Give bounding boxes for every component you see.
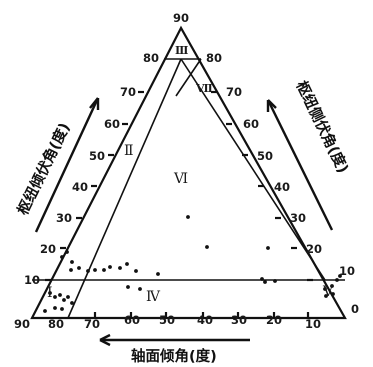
data-point — [60, 255, 64, 259]
zone-label-iv: Ⅳ — [146, 289, 161, 305]
data-point — [260, 277, 264, 281]
right-tick-label: 20 — [306, 242, 322, 256]
bottom-tick-label: 70 — [84, 317, 100, 331]
corner-label-bottom-left: 90 — [14, 317, 30, 331]
left-tick-label: 80 — [143, 51, 159, 65]
bottom-axis-title: 轴面倾角(度) — [131, 347, 217, 365]
data-point — [53, 295, 57, 299]
zone-label-iii: Ⅲ — [175, 44, 188, 57]
right-tick-label: 60 — [243, 117, 259, 131]
bottom-tick-label: 60 — [124, 313, 140, 327]
data-point — [69, 268, 73, 272]
data-point — [156, 272, 160, 276]
data-point — [335, 278, 339, 282]
data-point — [60, 307, 64, 311]
apex-label: 90 — [173, 11, 189, 25]
left-tick-label: 40 — [72, 180, 88, 194]
left-tick-label: 20 — [40, 242, 56, 256]
left-edge-tickmarks — [45, 92, 144, 280]
bottom-edge-ticks: 80 70 60 50 40 30 20 10 — [48, 313, 321, 331]
bottom-tick-label: 30 — [231, 313, 247, 327]
right-tick-label: 40 — [274, 180, 290, 194]
zone-label-i: Ⅰ — [47, 285, 53, 301]
data-point — [77, 266, 81, 270]
data-point — [266, 246, 270, 250]
data-point — [102, 268, 106, 272]
data-point — [53, 306, 57, 310]
zone-label-v: Ⅴ — [322, 284, 334, 300]
right-tick-label: 10 — [339, 264, 355, 278]
data-point — [138, 287, 142, 291]
right-axis-title: 枢纽侧伏角(度) — [292, 78, 352, 176]
right-edge-tickmarks — [211, 92, 313, 280]
left-tick-label: 60 — [104, 117, 120, 131]
bottom-axis-title-group: 轴面倾角(度) — [100, 335, 250, 365]
data-point — [125, 262, 129, 266]
right-tick-label: 50 — [257, 149, 273, 163]
left-tick-label: 50 — [89, 149, 105, 163]
data-point — [43, 309, 47, 313]
data-point — [126, 285, 130, 289]
right-tick-label: 70 — [226, 85, 242, 99]
data-point — [263, 280, 267, 284]
data-point — [118, 266, 122, 270]
left-tick-label: 10 — [24, 273, 40, 287]
zone-label-ii: Ⅱ — [124, 143, 134, 159]
data-point — [62, 298, 66, 302]
right-axis-title-group: 枢纽侧伏角(度) — [268, 78, 353, 230]
data-point — [273, 279, 277, 283]
data-point — [70, 301, 74, 305]
data-point — [70, 260, 74, 264]
left-tick-label: 30 — [56, 211, 72, 225]
data-point — [58, 293, 62, 297]
data-point — [108, 265, 112, 269]
data-point — [134, 269, 138, 273]
data-point — [205, 245, 209, 249]
data-point — [93, 268, 97, 272]
bottom-tick-label: 80 — [48, 317, 64, 331]
data-point — [86, 269, 90, 273]
zone-label-vii: Ⅶ — [195, 82, 213, 95]
data-point — [66, 295, 70, 299]
data-points — [43, 215, 342, 313]
right-tick-label: 80 — [206, 51, 222, 65]
zone-label-vi: Ⅵ — [173, 171, 188, 187]
data-point — [186, 215, 190, 219]
corner-label-bottom-right: 0 — [351, 302, 359, 316]
bottom-tick-label: 20 — [266, 313, 282, 327]
left-tick-label: 70 — [120, 85, 136, 99]
right-tick-label: 30 — [290, 211, 306, 225]
data-point — [65, 250, 69, 254]
bottom-tick-label: 10 — [305, 317, 321, 331]
bottom-tick-label: 40 — [197, 313, 213, 327]
bottom-tick-label: 50 — [159, 313, 175, 327]
